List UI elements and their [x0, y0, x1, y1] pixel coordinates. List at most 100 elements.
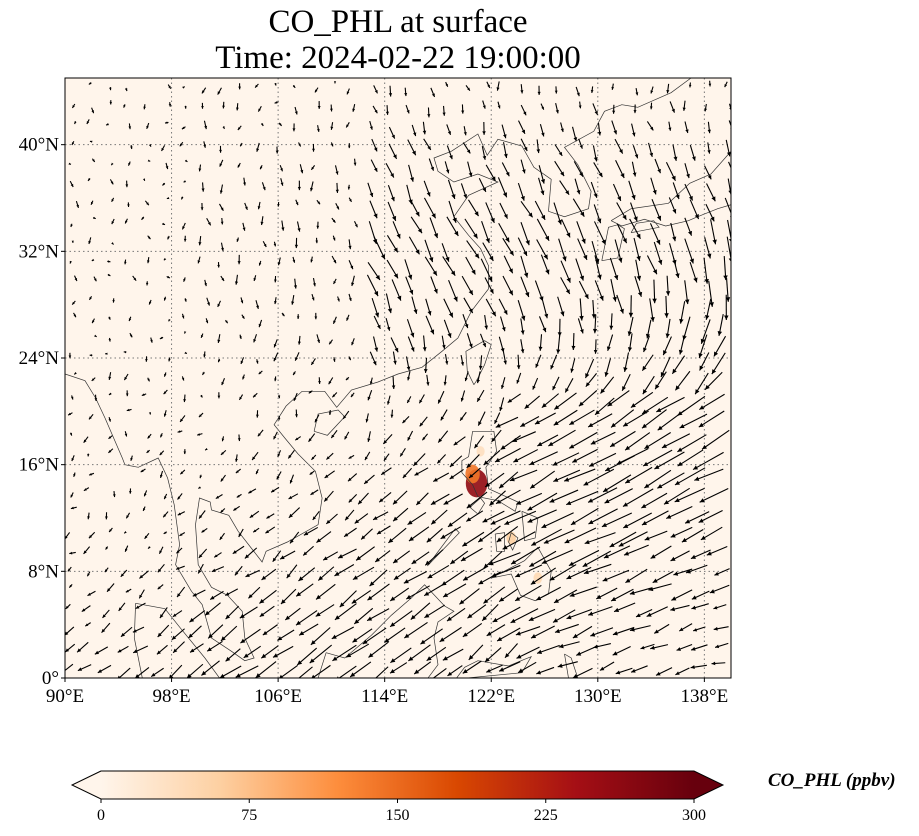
wind-vector — [641, 492, 668, 509]
wind-vector — [541, 549, 573, 564]
concentration-hotspot — [476, 446, 485, 457]
wind-vector — [690, 549, 711, 560]
wind-vector — [520, 138, 528, 152]
wind-vector — [183, 180, 187, 183]
wind-vector — [463, 126, 467, 136]
wind-vector — [330, 429, 338, 439]
wind-vector — [669, 243, 677, 265]
wind-vector — [180, 196, 184, 200]
wind-vector — [713, 335, 727, 357]
wind-vector — [462, 531, 485, 547]
wind-vector — [539, 124, 545, 137]
wind-vector — [650, 644, 669, 650]
wind-vector — [73, 312, 77, 318]
wind-vector — [65, 643, 76, 653]
wind-vector — [527, 509, 557, 523]
wind-vector — [219, 203, 224, 212]
wind-vector — [631, 161, 637, 177]
wind-vector — [708, 80, 712, 87]
wind-vector — [684, 183, 694, 201]
wind-vector — [215, 494, 223, 500]
wind-vector — [428, 158, 435, 171]
wind-vector — [590, 627, 614, 637]
wind-vector — [91, 258, 95, 262]
wind-vector — [517, 661, 537, 674]
wind-vector — [618, 531, 648, 547]
wind-vector — [308, 390, 313, 394]
wind-vector — [177, 511, 186, 516]
wind-vector — [255, 468, 259, 475]
wind-vector — [509, 469, 538, 482]
wind-vector — [439, 626, 462, 643]
wind-vector — [367, 262, 381, 281]
wind-vector — [182, 86, 185, 89]
wind-vector — [424, 239, 434, 263]
wind-vector — [273, 352, 279, 362]
wind-vector — [623, 544, 649, 556]
wind-vector — [446, 145, 453, 160]
wind-vector — [259, 589, 277, 604]
wind-vector — [536, 218, 550, 242]
wind-vector — [700, 319, 711, 344]
wind-vector — [681, 529, 704, 543]
wind-vector — [326, 452, 334, 460]
coastline-layer — [65, 78, 731, 678]
coastline — [465, 340, 492, 385]
wind-vector — [633, 104, 637, 114]
wind-vector — [248, 586, 261, 599]
wind-vector — [689, 144, 696, 161]
coastline — [461, 430, 519, 512]
wind-vector — [105, 352, 108, 355]
wind-vector — [575, 86, 580, 97]
wind-vector — [252, 392, 258, 398]
wind-vector — [110, 162, 114, 166]
wind-vector — [606, 334, 614, 351]
wind-vector — [713, 604, 727, 610]
wind-vector — [73, 372, 77, 375]
wind-vector — [610, 278, 617, 302]
wind-vector — [411, 124, 417, 137]
wind-vector — [593, 204, 602, 224]
wind-vector — [188, 625, 202, 639]
wind-vector — [347, 473, 358, 482]
wind-vector — [351, 338, 355, 346]
wind-vector — [104, 567, 109, 573]
wind-vector — [295, 199, 299, 206]
wind-vector — [291, 294, 295, 305]
wind-vector — [691, 590, 710, 600]
wind-vector — [142, 506, 146, 512]
wind-vector — [311, 293, 315, 301]
wind-vector — [674, 370, 691, 391]
wind-vector — [330, 104, 333, 112]
wind-vector — [161, 145, 166, 152]
wind-vector — [295, 409, 298, 418]
wind-vector — [612, 183, 622, 202]
wind-vector — [369, 200, 378, 219]
wind-vector — [220, 625, 238, 642]
gridlines — [65, 78, 731, 678]
wind-vector — [513, 449, 539, 463]
wind-vector — [168, 318, 171, 322]
wind-vector — [561, 219, 571, 238]
wind-vector — [372, 105, 378, 114]
wind-vector — [203, 120, 208, 130]
wind-vector — [609, 257, 619, 281]
wind-vector — [184, 331, 187, 334]
wind-vector — [277, 415, 281, 421]
wind-vector — [213, 552, 222, 558]
colorbar-tick-label: 300 — [682, 807, 706, 824]
wind-vector — [612, 104, 616, 114]
wind-vector — [447, 665, 463, 677]
wind-vector — [158, 546, 164, 554]
wind-vector — [330, 142, 334, 147]
wind-vector — [486, 624, 506, 637]
wind-vector — [272, 550, 282, 563]
wind-vector — [711, 661, 726, 666]
wind-vector — [399, 448, 406, 457]
wind-vector — [258, 319, 263, 328]
wind-vector — [423, 197, 437, 219]
wind-vector — [71, 240, 74, 243]
wind-vector — [728, 161, 731, 170]
wind-vector — [623, 352, 630, 372]
wind-vector — [124, 431, 128, 437]
